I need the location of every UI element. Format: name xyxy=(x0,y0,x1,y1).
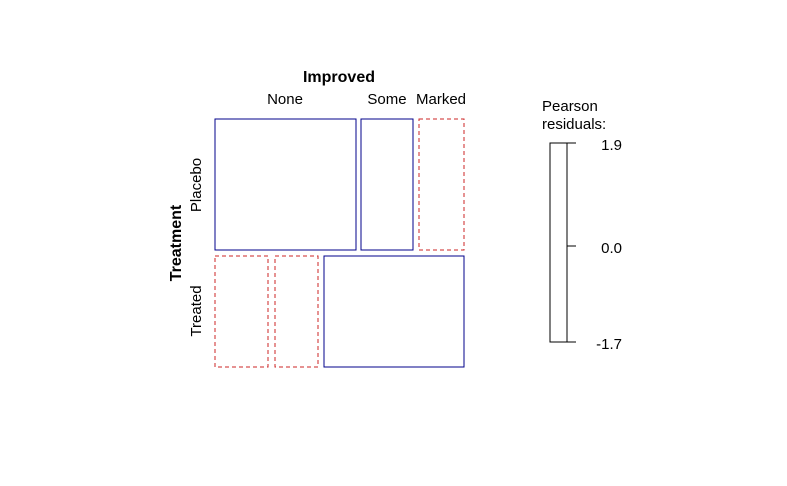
tile-placebo-none xyxy=(214,118,357,251)
tile-placebo-marked xyxy=(418,118,465,251)
tile-treated-marked xyxy=(323,255,465,368)
row-label-placebo: Placebo xyxy=(188,158,205,212)
column-label-none: None xyxy=(267,91,303,108)
mosaic-tiles xyxy=(214,118,465,368)
row-label-treated: Treated xyxy=(188,285,205,336)
row-variable-title: Treatment xyxy=(168,204,185,281)
tile-placebo-some xyxy=(360,118,414,251)
legend-bar xyxy=(549,142,568,343)
legend-title-line-2: residuals: xyxy=(542,116,606,133)
legend-tick-label-max: 1.9 xyxy=(601,137,622,154)
legend-tick-label-zero: 0.0 xyxy=(601,240,622,257)
legend-tick-label-min: -1.7 xyxy=(596,336,622,353)
column-variable-title: Improved xyxy=(303,69,375,86)
legend-title-line-1: Pearson xyxy=(542,98,598,115)
tile-treated-some xyxy=(274,255,319,368)
column-label-some: Some xyxy=(367,91,406,108)
column-label-marked: Marked xyxy=(416,91,466,108)
tile-treated-none xyxy=(214,255,269,368)
